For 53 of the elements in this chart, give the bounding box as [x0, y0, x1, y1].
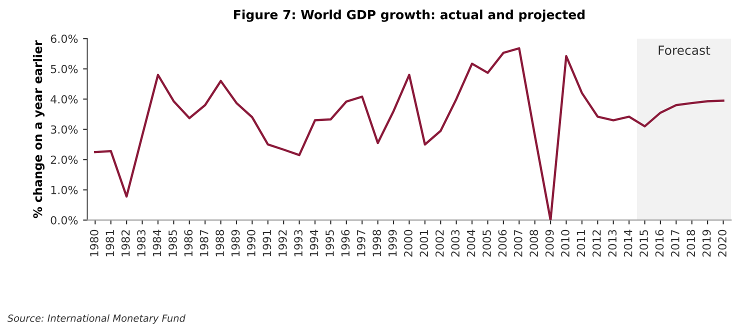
- x-tick-label: 1994: [310, 230, 318, 256]
- x-tick-label: 2009: [545, 230, 554, 257]
- source-note: Source: International Monetary Fund: [7, 314, 186, 324]
- x-tick-label: 2010: [561, 230, 570, 257]
- x-tick-label: 1999: [388, 230, 397, 256]
- x-tick-label: 1998: [372, 230, 382, 256]
- x-tick-label: 2012: [592, 230, 601, 257]
- x-tick-label: 2015: [640, 230, 648, 257]
- x-tick-label: 2006: [498, 230, 507, 257]
- y-tick-label: 3.0%: [50, 125, 78, 134]
- x-tick-label: 2014: [624, 230, 632, 257]
- x-tick-label: 2018: [686, 230, 696, 257]
- y-tick-label: 5.0%: [50, 64, 78, 74]
- y-axis-title: % change on a year earlier: [32, 40, 45, 218]
- x-tick-label: 1990: [247, 230, 256, 256]
- x-tick-label: 1993: [294, 230, 303, 256]
- x-tick-label: 2002: [435, 230, 444, 257]
- x-tick-label: 1997: [356, 230, 366, 256]
- y-tick-label: 0.0%: [50, 216, 78, 224]
- x-tick-label: 2003: [451, 230, 460, 257]
- x-tick-label: 1989: [231, 230, 240, 256]
- x-tick-label: 1985: [168, 230, 177, 256]
- x-tick-label: 2013: [608, 230, 617, 257]
- x-tick-label: 2005: [482, 230, 491, 257]
- x-tick-label: 2007: [514, 230, 522, 257]
- x-tick-label: 2016: [655, 230, 664, 257]
- x-tick-label: 2019: [702, 230, 711, 257]
- x-tick-label: 1980: [90, 230, 98, 256]
- x-tick-label: 2020: [718, 230, 726, 257]
- x-tick-label: 2004: [466, 230, 476, 257]
- y-tick-label: 2.0%: [50, 156, 78, 164]
- x-tick-label: 1995: [326, 230, 334, 256]
- y-tick-label: 4.0%: [50, 95, 78, 104]
- x-tick-label: 1988: [216, 230, 224, 256]
- x-tick-label: 1991: [262, 230, 272, 256]
- x-tick-label: 2017: [670, 230, 680, 257]
- x-tick-label: 1992: [278, 230, 287, 256]
- x-tick-label: 1982: [121, 230, 130, 256]
- y-tick-label: 6.0%: [50, 34, 78, 43]
- x-tick-label: 2008: [530, 230, 538, 257]
- x-tick-label: 2001: [420, 230, 428, 257]
- x-tick-label: 1996: [341, 230, 350, 256]
- x-tick-label: 1984: [152, 230, 162, 256]
- y-tick-label: 1.0%: [51, 186, 78, 194]
- x-tick-label: 2011: [576, 230, 586, 257]
- x-tick-label: 1986: [184, 230, 193, 256]
- line-series: [94, 47, 724, 220]
- x-tick-label: 2000: [404, 230, 412, 257]
- x-tick-label: 1987: [200, 230, 208, 256]
- band-label: Forecast: [658, 46, 710, 55]
- x-tick-label: 1981: [106, 230, 114, 256]
- x-tick-label: 1983: [137, 230, 146, 256]
- chart-title: Figure 7: World GDP growth: actual and projected: [234, 10, 585, 22]
